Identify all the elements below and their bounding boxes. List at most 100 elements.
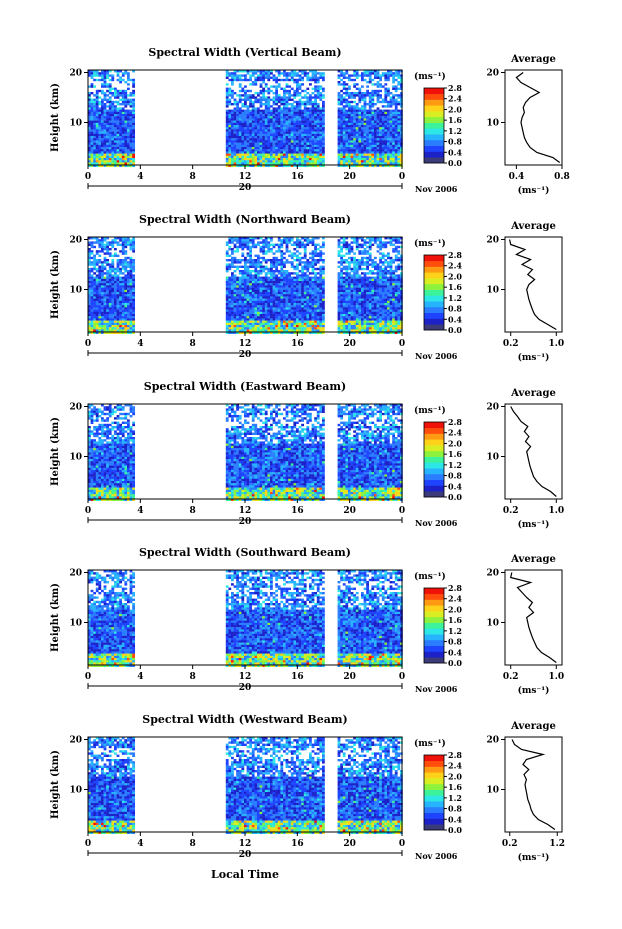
average-frame <box>504 569 563 666</box>
avg-y-tick-label: 10 <box>486 119 499 129</box>
colorbar-tick-label: 2.4 <box>448 761 462 771</box>
avg-x-label: (ms⁻¹) <box>518 685 550 696</box>
x-tick-label: 0 <box>85 339 91 349</box>
colorbar-tick-label: 0.4 <box>448 814 462 824</box>
colorbar-tick-label: 1.6 <box>448 282 462 292</box>
avg-x-tick-label: 0.2 <box>503 506 519 516</box>
colorbar-segment <box>424 772 444 779</box>
colorbar-tick-label: 0.0 <box>448 492 462 502</box>
colorbar-segment <box>424 122 444 129</box>
x-tick-label: 0 <box>399 839 405 849</box>
avg-y-tick-label: 20 <box>486 403 499 413</box>
avg-x-tick-label: 0.2 <box>503 339 519 349</box>
colorbar-tick-label: 1.6 <box>448 115 462 125</box>
colorbar-tick-label: 2.8 <box>448 250 462 260</box>
colorbar-segment <box>424 266 444 273</box>
colorbar-segment <box>424 611 444 618</box>
average-frame <box>504 403 563 500</box>
y-axis-label: Height (km) <box>50 583 61 652</box>
y-tick-label: 20 <box>69 236 82 246</box>
colorbar-tick-label: 0.8 <box>448 304 462 314</box>
x-tick-label: 0 <box>85 506 91 516</box>
x-tick-label: 0 <box>399 172 405 182</box>
colorbar-segment <box>424 778 444 785</box>
colorbar-segment <box>424 433 444 440</box>
average-frame <box>504 69 563 166</box>
x-tick-label: 20 <box>343 506 356 516</box>
colorbar-segment <box>424 151 444 158</box>
heatmap <box>88 237 403 334</box>
average-title: Average <box>510 721 556 732</box>
date-label: Nov 2006 <box>415 351 458 361</box>
colorbar-tick-label: 2.0 <box>448 604 462 614</box>
average-title: Average <box>510 54 556 65</box>
x-tick-label: 8 <box>190 672 196 682</box>
colorbar-tick-label: 2.0 <box>448 438 462 448</box>
colorbar-segment <box>424 485 444 492</box>
y-tick-label: 20 <box>69 736 82 746</box>
colorbar-tick-label: 0.8 <box>448 137 462 147</box>
x-tick-label: 4 <box>137 672 143 682</box>
colorbar-segment <box>424 760 444 767</box>
y-axis-label: Height (km) <box>50 417 61 486</box>
date-label: Nov 2006 <box>415 851 458 861</box>
colorbar-segment <box>424 283 444 290</box>
x-tick-label: 20 <box>343 839 356 849</box>
date-label: Nov 2006 <box>415 518 458 528</box>
colorbar-tick-label: 0.8 <box>448 637 462 647</box>
colorbar-segment <box>424 445 444 452</box>
colorbar-segment <box>424 255 444 262</box>
colorbar-segment <box>424 301 444 308</box>
x-tick-label: 0 <box>399 672 405 682</box>
avg-x-tick-label: 1.0 <box>548 506 564 516</box>
average-title: Average <box>510 221 556 232</box>
colorbar-tick-label: 0.4 <box>448 481 462 491</box>
average-profile-line <box>510 406 557 497</box>
colorbar-tick-label: 2.0 <box>448 104 462 114</box>
colorbar-tick-label: 1.6 <box>448 782 462 792</box>
colorbar-segment <box>424 99 444 106</box>
y-axis-label: Height (km) <box>50 750 61 819</box>
colorbar-segment <box>424 306 444 313</box>
avg-x-tick-label: 1.0 <box>548 672 564 682</box>
average-title: Average <box>510 388 556 399</box>
colorbar-segment <box>424 272 444 279</box>
average-frame <box>504 736 563 833</box>
colorbar-unit: (ms⁻¹) <box>414 571 446 582</box>
colorbar-segment <box>424 324 444 331</box>
colorbar-segment <box>424 795 444 802</box>
average-profile-line <box>515 72 561 163</box>
panel-3: Spectral Width (Eastward Beam) 0 4 8 12 16 20 0… <box>50 380 564 530</box>
colorbar-tick-label: 0.0 <box>448 658 462 668</box>
x-tick-label: 16 <box>291 172 304 182</box>
colorbar-segment <box>424 312 444 319</box>
colorbar-segment <box>424 456 444 463</box>
colorbar-segment <box>424 491 444 498</box>
avg-x-label: (ms⁻¹) <box>518 852 550 863</box>
x-tick-label: 8 <box>190 339 196 349</box>
y-tick-label: 20 <box>69 69 82 79</box>
colorbar-frame <box>423 87 445 164</box>
colorbar-segment <box>424 634 444 641</box>
colorbar-segment <box>424 616 444 623</box>
avg-y-tick-label: 10 <box>486 453 499 463</box>
heatmap <box>88 70 403 167</box>
avg-x-label: (ms⁻¹) <box>518 352 550 363</box>
heatmap <box>88 570 403 667</box>
colorbar-tick-label: 2.4 <box>448 261 462 271</box>
panel-title: Spectral Width (Northward Beam) <box>139 213 351 226</box>
y-tick-label: 20 <box>69 569 82 579</box>
colorbar-tick-label: 1.2 <box>448 626 462 636</box>
colorbar-segment <box>424 824 444 831</box>
colorbar-unit: (ms⁻¹) <box>414 238 446 249</box>
avg-y-tick-label: 20 <box>486 69 499 79</box>
panel-title: Spectral Width (Westward Beam) <box>142 713 347 726</box>
colorbar-segment <box>424 128 444 135</box>
colorbar-segment <box>424 588 444 595</box>
x-tick-label: 12 <box>239 506 252 516</box>
day-label: 20 <box>239 683 252 693</box>
colorbar-segment <box>424 806 444 813</box>
colorbar-unit: (ms⁻¹) <box>414 738 446 749</box>
colorbar-tick-label: 2.8 <box>448 750 462 760</box>
average-frame <box>504 236 563 333</box>
